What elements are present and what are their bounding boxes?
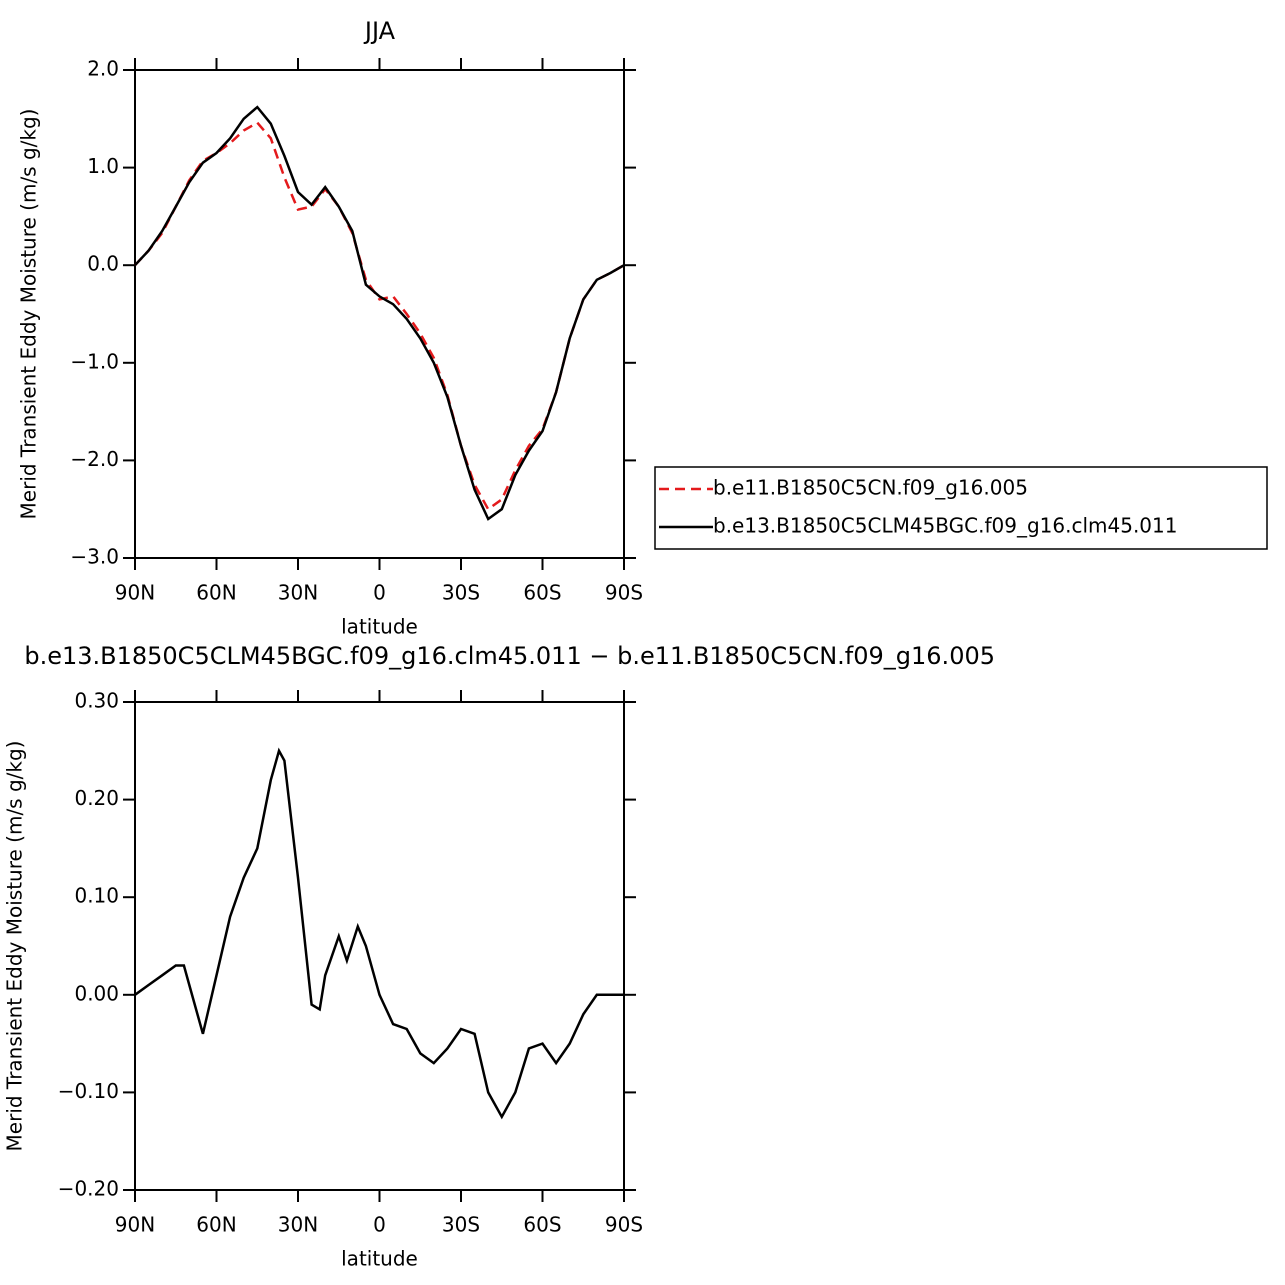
x-tick-label: 60N (196, 581, 236, 605)
x-tick-label: 90S (605, 581, 643, 605)
data-line (134, 105, 625, 521)
legend-label: b.e13.B1850C5CLM45BGC.f09_g16.clm45.011 (713, 514, 1177, 538)
y-tick-label: 0.0 (87, 252, 119, 276)
legend-label: b.e11.B1850C5CN.f09_g16.005 (713, 476, 1028, 500)
x-tick-label: 30S (442, 581, 480, 605)
y-tick-label: 0.20 (74, 786, 119, 810)
chart-title: JJA (363, 17, 396, 45)
x-tick-label: 60S (523, 581, 561, 605)
y-tick-label: −2.0 (70, 447, 119, 471)
data-line (134, 121, 625, 512)
x-tick-label: 90N (115, 581, 155, 605)
x-tick-label: 30N (278, 1213, 318, 1237)
y-tick-label: −3.0 (70, 545, 119, 569)
x-tick-label: 90N (115, 1213, 155, 1237)
y-tick-label: −0.20 (58, 1177, 119, 1201)
x-tick-label: 0 (373, 581, 386, 605)
y-axis-label: Merid Transient Eddy Moisture (m/s g/kg) (17, 109, 41, 520)
y-axis-label: Merid Transient Eddy Moisture (m/s g/kg) (3, 741, 27, 1152)
x-tick-label: 60S (523, 1213, 561, 1237)
x-axis-label: latitude (341, 1247, 418, 1271)
y-tick-label: 0.30 (74, 689, 119, 713)
plot-frame (134, 701, 625, 1191)
y-tick-label: 0.00 (74, 981, 119, 1005)
y-tick-label: 2.0 (87, 57, 119, 81)
y-tick-label: 0.10 (74, 884, 119, 908)
x-tick-label: 60N (196, 1213, 236, 1237)
data-line (134, 747, 624, 1120)
x-tick-label: 30N (278, 581, 318, 605)
plot-frame (134, 69, 625, 559)
x-tick-label: 0 (373, 1213, 386, 1237)
y-tick-label: −1.0 (70, 349, 119, 373)
y-tick-label: −0.10 (58, 1079, 119, 1103)
chart-title: b.e13.B1850C5CLM45BGC.f09_g16.clm45.011 … (24, 642, 995, 670)
x-axis-label: latitude (341, 615, 418, 639)
x-tick-label: 90S (605, 1213, 643, 1237)
y-tick-label: 1.0 (87, 154, 119, 178)
legend-box (654, 466, 1268, 550)
x-tick-label: 30S (442, 1213, 480, 1237)
